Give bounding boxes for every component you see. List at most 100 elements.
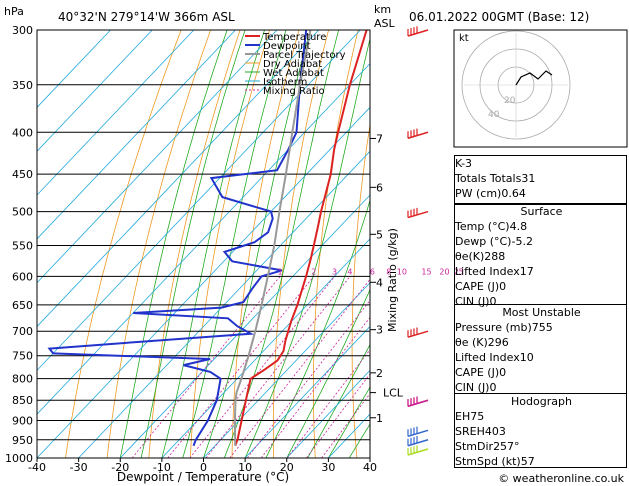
mixing-ratio-label: 25 xyxy=(454,267,464,276)
pressure-tick-label: 500 xyxy=(12,206,33,219)
mixing-ratio-label: 6 xyxy=(370,267,375,276)
hodograph-trace xyxy=(515,70,553,86)
info-row: CAPE (J)0 xyxy=(455,365,626,380)
info-row: EH75 xyxy=(455,409,626,424)
mixing-ratio-label: 8 xyxy=(386,267,391,276)
x-tick-label: -30 xyxy=(70,461,88,474)
info-row: K-3 xyxy=(455,156,626,171)
height-tick-label: 1 xyxy=(376,412,383,425)
isotherm-line xyxy=(37,30,278,284)
info-row-value: 17 xyxy=(519,265,534,278)
wind-barbs xyxy=(407,26,429,456)
isotherm-line xyxy=(37,30,320,328)
info-row-label: EH xyxy=(455,410,471,423)
info-row-label: θe (K) xyxy=(455,336,488,349)
dry-adiabat-line xyxy=(65,30,182,458)
pressure-tick-label: 650 xyxy=(12,299,33,312)
height-tick-label: 6 xyxy=(376,181,383,194)
parcel-trajectory-line xyxy=(233,30,312,446)
info-row: Pressure (mb)755 xyxy=(455,320,626,335)
hodograph-ring xyxy=(461,30,571,140)
info-row-value: 75 xyxy=(470,410,485,423)
datetime-label: 06.01.2022 00GMT (Base: 12) xyxy=(409,10,589,24)
info-row-value: 0 xyxy=(499,280,507,293)
isotherm-line xyxy=(37,30,153,152)
mixing-ratio-label: 2 xyxy=(311,267,316,276)
pressure-tick-label: 450 xyxy=(12,168,33,181)
height-tick-label: 4 xyxy=(376,276,383,289)
dewpoint-line xyxy=(47,30,308,447)
info-row-label: Temp (°C) xyxy=(455,220,510,233)
pressure-tick-label: 900 xyxy=(12,415,33,428)
mixing-ratio-line xyxy=(205,276,351,458)
info-row-value: 4.8 xyxy=(509,220,528,233)
info-row: StmDir257° xyxy=(455,439,626,454)
info-row-label: CAPE (J) xyxy=(455,280,500,293)
info-row: Totals Totals31 xyxy=(455,171,626,186)
copyright: © weatheronline.co.uk xyxy=(498,472,624,485)
hodograph-ring-label: 20 xyxy=(504,96,516,106)
isotherm-line xyxy=(37,30,195,196)
info-row-label: Dewp (°C) xyxy=(455,235,512,248)
pressure-tick-label: 750 xyxy=(12,350,33,363)
mixing-ratio-label: 4 xyxy=(347,267,352,276)
hpa-label: hPa xyxy=(4,5,24,18)
legend-label: Dry Adiabat xyxy=(263,59,322,70)
most-unstable-box: Most Unstable Pressure (mb)755 θe (K)296 L… xyxy=(454,304,627,394)
height-tick-label: 7 xyxy=(376,132,383,145)
x-tick-label: 0 xyxy=(200,461,207,474)
info-row-label: CIN (J) xyxy=(455,381,490,394)
isotherm-line xyxy=(37,30,236,240)
info-row-label: Lifted Index xyxy=(455,351,520,364)
info-row-label: Pressure (mb) xyxy=(455,321,532,334)
height-tick-label: 3 xyxy=(376,324,383,337)
pressure-axis: 300 350 400 450 500 550 600 650 700 750 800 850 900 9… xyxy=(5,24,33,465)
height-tick-label: 5 xyxy=(376,228,383,241)
info-row-value: 10 xyxy=(519,351,534,364)
legend-label: Wet Adiabat xyxy=(263,68,324,79)
info-row-value: 0 xyxy=(489,381,497,394)
info-row-label: SREH xyxy=(455,425,485,438)
hodograph-stats-box: Hodograph EH75 SREH403 StmDir257° StmSpd (k… xyxy=(454,393,627,468)
info-row: CIN (J)0 xyxy=(455,380,626,395)
info-row: Temp (°C)4.8 xyxy=(455,219,626,234)
pressure-tick-label: 600 xyxy=(12,270,33,283)
legend-label: Isotherm xyxy=(263,77,307,88)
isotherm-line xyxy=(37,63,370,415)
pressure-tick-label: 1000 xyxy=(5,452,33,465)
isotherm-line xyxy=(119,194,370,458)
x-axis-label: Dewpoint / Temperature (°C) xyxy=(117,470,289,484)
info-row: CAPE (J)0 xyxy=(455,279,626,294)
mixing-ratio-axis-label: Mixing Ratio (g/kg) xyxy=(386,228,399,332)
height-tick-label: 2 xyxy=(376,367,383,380)
hodograph-ring-label: 40 xyxy=(488,110,500,120)
info-row-label: StmSpd (kt) xyxy=(455,455,521,468)
dry-adiabat-line xyxy=(426,30,447,458)
surface-box: Surface Temp (°C)4.8 Dewp (°C)-5.2 θe(K)28… xyxy=(454,203,627,308)
wet-adiabat-line xyxy=(307,343,370,458)
isotherm-line xyxy=(77,150,370,458)
info-row: PW (cm)0.64 xyxy=(455,186,626,201)
isotherm-line xyxy=(244,325,370,458)
pressure-tick-label: 850 xyxy=(12,394,33,407)
info-row: Dewp (°C)-5.2 xyxy=(455,234,626,249)
indices-box: K-3 Totals Totals31 PW (cm)0.64 xyxy=(454,155,627,205)
info-row-value: 31 xyxy=(521,172,536,185)
x-tick-label: 40 xyxy=(363,461,377,474)
x-tick-label: -10 xyxy=(153,461,171,474)
isotherm-line xyxy=(286,369,370,458)
info-row-value: 755 xyxy=(531,321,553,334)
mixing-ratio-label: 3 xyxy=(332,267,337,276)
height-tick-label: LCL xyxy=(383,387,404,400)
isotherm-line xyxy=(37,30,112,108)
surface-title: Surface xyxy=(520,205,563,218)
pressure-tick-label: 950 xyxy=(12,434,33,447)
mixing-ratio-label: 10 xyxy=(397,267,407,276)
pressure-tick-label: 800 xyxy=(12,373,33,386)
mixing-ratio-labels: 1 2 3 4 6 8 10 15 20 25 xyxy=(278,267,464,276)
profile-series xyxy=(47,30,368,447)
info-row-value: 0 xyxy=(499,366,507,379)
